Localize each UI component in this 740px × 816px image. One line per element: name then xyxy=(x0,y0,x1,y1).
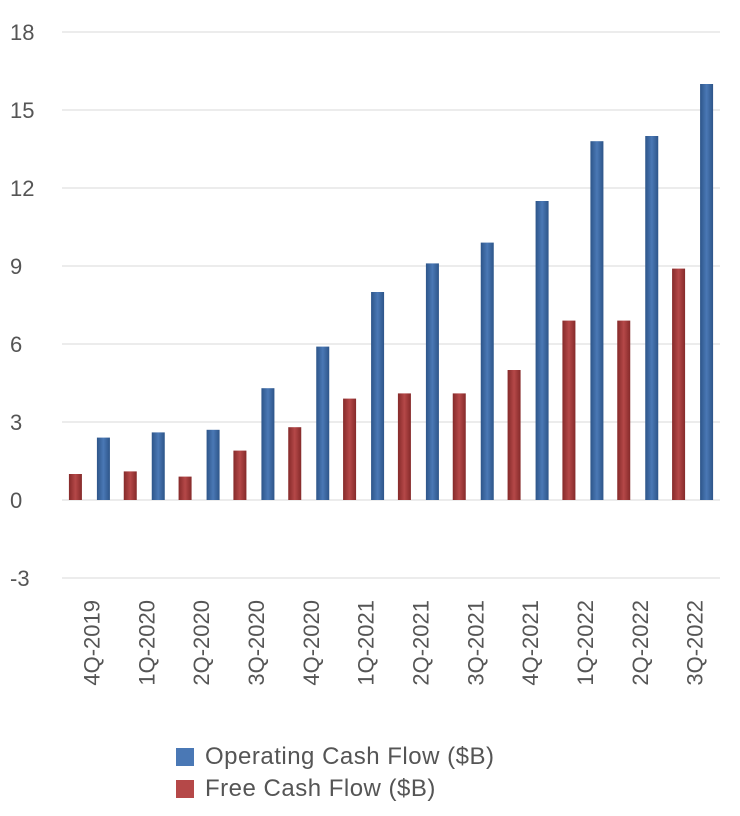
bar-operating-cash-flow-b-3q-2022 xyxy=(700,84,714,500)
bar-operating-cash-flow-b-1q-2020 xyxy=(151,432,165,500)
legend-swatch-operating-cash-flow xyxy=(176,748,194,766)
legend-label-operating-cash-flow: Operating Cash Flow ($B) xyxy=(205,743,495,770)
x-tick-label-1q-2022: 1Q-2022 xyxy=(573,600,598,686)
x-tick-label-4q-2021: 4Q-2021 xyxy=(518,600,543,686)
bar-free-cash-flow-b-3q-2021 xyxy=(452,393,466,500)
legend-item-operating-cash-flow[interactable]: Operating Cash Flow ($B) xyxy=(176,742,494,772)
bar-free-cash-flow-b-4q-2019 xyxy=(68,474,82,500)
y-tick-label-0: 0 xyxy=(10,488,22,513)
x-axis-ticks: 4Q-2019 1Q-2020 2Q-2020 3Q-2020 4Q-2020 1Q-20… xyxy=(79,600,707,686)
x-tick-label-4q-2020: 4Q-2020 xyxy=(299,600,324,686)
y-tick-label-15: 15 xyxy=(10,98,34,123)
bar-operating-cash-flow-b-4q-2020 xyxy=(316,346,330,500)
x-tick-label-2q-2022: 2Q-2022 xyxy=(628,600,653,686)
x-tick-label-2q-2020: 2Q-2020 xyxy=(189,600,214,686)
legend-swatch-free-cash-flow xyxy=(176,780,194,798)
bar-free-cash-flow-b-1q-2020 xyxy=(123,471,137,500)
y-axis-ticks: 18 15 12 9 6 3 0 -3 xyxy=(10,20,34,591)
legend-label-free-cash-flow: Free Cash Flow ($B) xyxy=(205,775,436,802)
bars xyxy=(68,84,714,500)
bar-operating-cash-flow-b-4q-2019 xyxy=(96,437,110,500)
bar-operating-cash-flow-b-2q-2020 xyxy=(206,429,220,500)
bar-free-cash-flow-b-1q-2021 xyxy=(343,398,357,500)
y-tick-label-12: 12 xyxy=(10,176,34,201)
bar-free-cash-flow-b-3q-2022 xyxy=(672,268,686,500)
gridlines xyxy=(62,31,720,579)
x-tick-label-1q-2020: 1Q-2020 xyxy=(134,600,159,686)
x-tick-label-4q-2019: 4Q-2019 xyxy=(79,600,104,686)
y-tick-label-18: 18 xyxy=(10,20,34,45)
bar-free-cash-flow-b-1q-2022 xyxy=(562,320,576,500)
bar-free-cash-flow-b-4q-2021 xyxy=(507,370,521,500)
legend-item-free-cash-flow[interactable]: Free Cash Flow ($B) xyxy=(176,774,494,804)
bar-operating-cash-flow-b-1q-2022 xyxy=(590,141,604,500)
bar-operating-cash-flow-b-2q-2021 xyxy=(425,263,439,500)
bar-free-cash-flow-b-2q-2021 xyxy=(397,393,411,500)
x-tick-label-1q-2021: 1Q-2021 xyxy=(354,600,379,686)
bar-operating-cash-flow-b-3q-2020 xyxy=(261,388,275,500)
bar-operating-cash-flow-b-2q-2022 xyxy=(645,136,659,500)
x-tick-label-3q-2020: 3Q-2020 xyxy=(244,600,269,686)
bar-operating-cash-flow-b-3q-2021 xyxy=(480,242,494,500)
bar-operating-cash-flow-b-1q-2021 xyxy=(371,292,385,500)
x-tick-label-3q-2021: 3Q-2021 xyxy=(463,600,488,686)
y-tick-label-9: 9 xyxy=(10,254,22,279)
legend: Operating Cash Flow ($B) Free Cash Flow … xyxy=(176,742,494,806)
bar-free-cash-flow-b-3q-2020 xyxy=(233,450,247,500)
x-tick-label-2q-2021: 2Q-2021 xyxy=(408,600,433,686)
bar-operating-cash-flow-b-4q-2021 xyxy=(535,201,549,500)
y-tick-label-3: -3 xyxy=(10,566,30,591)
y-tick-label-6: 6 xyxy=(10,332,22,357)
bar-free-cash-flow-b-2q-2022 xyxy=(617,320,631,500)
bar-free-cash-flow-b-2q-2020 xyxy=(178,476,192,500)
y-tick-label-3: 3 xyxy=(10,410,22,435)
bar-free-cash-flow-b-4q-2020 xyxy=(288,427,302,500)
x-tick-label-3q-2022: 3Q-2022 xyxy=(683,600,708,686)
